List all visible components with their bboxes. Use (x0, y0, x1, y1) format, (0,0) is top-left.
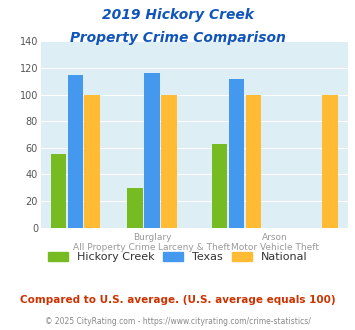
Text: 2019 Hickory Creek: 2019 Hickory Creek (102, 8, 253, 22)
Bar (229, 79, 244, 228)
Bar (322, 94, 338, 228)
Text: Burglary: Burglary (133, 233, 171, 242)
Text: Compared to U.S. average. (U.S. average equals 100): Compared to U.S. average. (U.S. average … (20, 295, 335, 305)
Text: Larceny & Theft: Larceny & Theft (158, 243, 230, 251)
Bar (127, 188, 143, 228)
Bar (51, 154, 66, 228)
Legend: Hickory Creek, Texas, National: Hickory Creek, Texas, National (43, 248, 312, 267)
Text: © 2025 CityRating.com - https://www.cityrating.com/crime-statistics/: © 2025 CityRating.com - https://www.city… (45, 317, 310, 326)
Bar (67, 75, 83, 228)
Text: All Property Crime: All Property Crime (72, 243, 155, 251)
Text: Arson: Arson (262, 233, 288, 242)
Bar (161, 94, 177, 228)
Bar (84, 94, 100, 228)
Bar (246, 94, 261, 228)
Bar (212, 144, 228, 228)
Text: Motor Vehicle Theft: Motor Vehicle Theft (231, 243, 319, 251)
Text: Property Crime Comparison: Property Crime Comparison (70, 31, 285, 45)
Bar (144, 73, 160, 228)
